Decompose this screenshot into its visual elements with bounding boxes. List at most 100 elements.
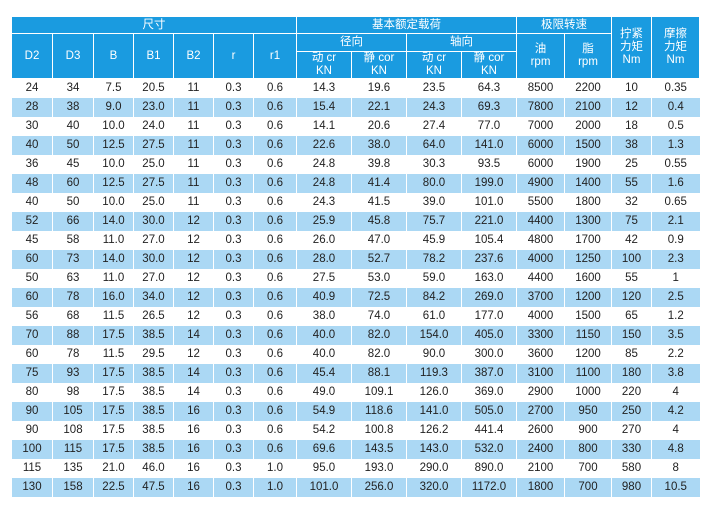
table-cell: 0.6	[253, 174, 297, 193]
table-row: 48 60 12.5 27.5 11 0.3 0.6 24.8 41.4 80.0 199.0 490…	[11, 174, 700, 193]
table-cell: 0.6	[253, 402, 297, 421]
table-row: 80 98 17.5 38.5 14 0.3 0.6 49.0 109.1 126.0 369.0 2…	[11, 383, 700, 402]
table-cell: 0.3	[213, 98, 254, 117]
table-cell: 25	[611, 155, 652, 174]
table-cell: 1250	[564, 250, 612, 269]
table-cell: 42	[611, 231, 652, 250]
table-cell: 17.5	[93, 421, 134, 440]
table-row: 130 158 22.5 47.5 16 0.3 1.0 101.0 256.0 320.0 117…	[11, 478, 700, 497]
table-cell: 11.0	[93, 269, 134, 288]
table-cell: 0.6	[253, 250, 297, 269]
table-cell: 0.35	[651, 78, 700, 98]
table-cell: 16.0	[93, 288, 134, 307]
table-cell: 237.6	[461, 250, 517, 269]
table-cell: 28.0	[296, 250, 352, 269]
header-d3: D3	[52, 33, 94, 79]
table-cell: 78	[52, 288, 94, 307]
table-cell: 60	[11, 345, 53, 364]
table-cell: 30.3	[406, 155, 462, 174]
table-cell: 78	[52, 345, 94, 364]
table-cell: 4400	[516, 212, 565, 231]
table-cell: 0.4	[651, 98, 700, 117]
table-cell: 0.6	[253, 117, 297, 136]
table-cell: 64.3	[461, 78, 517, 98]
table-row: 40 50 12.5 27.5 11 0.3 0.6 22.6 38.0 64.0 141.0 600…	[11, 136, 700, 155]
table-cell: 48	[11, 174, 53, 193]
table-cell: 14.3	[296, 78, 352, 98]
table-cell: 580	[611, 459, 652, 478]
table-cell: 18	[611, 117, 652, 136]
header-oil-label: 油	[534, 43, 547, 55]
table-cell: 40.9	[296, 288, 352, 307]
table-cell: 28	[11, 98, 53, 117]
table-cell: 4400	[516, 269, 565, 288]
table-cell: 17.5	[93, 440, 134, 459]
table-cell: 20.6	[351, 117, 407, 136]
table-cell: 0.65	[651, 193, 700, 212]
header-torque: 拧紧 力矩 Nm	[611, 16, 652, 79]
table-cell: 88.1	[351, 364, 407, 383]
table-row: 60 78 16.0 34.0 12 0.3 0.6 40.9 72.5 84.2 269.0 370…	[11, 288, 700, 307]
table-cell: 1400	[564, 174, 612, 193]
table-cell: 11	[173, 174, 214, 193]
table-cell: 12	[173, 345, 214, 364]
header-oil-unit: rpm	[530, 56, 551, 68]
table-cell: 1500	[564, 307, 612, 326]
table-cell: 12	[173, 250, 214, 269]
table-cell: 77.0	[461, 117, 517, 136]
table-row: 24 34 7.5 20.5 11 0.3 0.6 14.3 19.6 23.5 64.3 8500 2…	[11, 78, 700, 98]
table-cell: 109.1	[351, 383, 407, 402]
table-cell: 69.6	[296, 440, 352, 459]
table-cell: 49.0	[296, 383, 352, 402]
table-cell: 0.3	[213, 440, 254, 459]
table-cell: 290.0	[406, 459, 462, 478]
table-row: 100 115 17.5 38.5 16 0.3 0.6 69.6 143.5 143.0 532.…	[11, 440, 700, 459]
table-cell: 12	[173, 269, 214, 288]
header-axial-dynamic-label: 动 cr	[421, 52, 447, 64]
table-cell: 14	[173, 364, 214, 383]
table-cell: 11	[173, 98, 214, 117]
table-cell: 387.0	[461, 364, 517, 383]
table-cell: 10.0	[93, 193, 134, 212]
bearing-spec-table: 尺寸 基本额定载荷 极限转速 拧紧 力矩 Nm 摩擦 力矩 Nm D2 D3 B…	[11, 16, 700, 497]
table-cell: 143.0	[406, 440, 462, 459]
table-cell: 39.0	[406, 193, 462, 212]
table-cell: 38.0	[296, 307, 352, 326]
header-oil: 油 rpm	[516, 33, 565, 79]
table-cell: 38.0	[351, 136, 407, 155]
table-cell: 40.0	[296, 326, 352, 345]
table-cell: 0.3	[213, 193, 254, 212]
header-grease: 脂 rpm	[564, 33, 612, 79]
table-cell: 80	[11, 383, 53, 402]
table-cell: 1000	[564, 383, 612, 402]
table-cell: 4900	[516, 174, 565, 193]
table-cell: 141.0	[461, 136, 517, 155]
table-cell: 27.0	[133, 269, 174, 288]
table-cell: 1.2	[651, 307, 700, 326]
table-cell: 1500	[564, 136, 612, 155]
table-cell: 25.9	[296, 212, 352, 231]
table-cell: 177.0	[461, 307, 517, 326]
table-row: 60 73 14.0 30.0 12 0.3 0.6 28.0 52.7 78.2 237.6 400…	[11, 250, 700, 269]
table-cell: 101.0	[296, 478, 352, 497]
table-cell: 61.0	[406, 307, 462, 326]
table-cell: 98	[52, 383, 94, 402]
table-cell: 900	[564, 421, 612, 440]
table-cell: 26.5	[133, 307, 174, 326]
header-axial-static-label: 静 cor	[473, 52, 505, 64]
table-cell: 11	[173, 78, 214, 98]
table-cell: 0.3	[213, 78, 254, 98]
table-cell: 101.0	[461, 193, 517, 212]
table-cell: 150	[611, 326, 652, 345]
table-cell: 7800	[516, 98, 565, 117]
table-cell: 3.8	[651, 364, 700, 383]
header-grease-label: 脂	[582, 43, 594, 55]
header-axial-dynamic-unit: KN	[426, 65, 442, 77]
table-cell: 55	[611, 269, 652, 288]
table-cell: 2.5	[651, 288, 700, 307]
table-cell: 0.3	[213, 326, 254, 345]
table-cell: 14	[173, 383, 214, 402]
table-cell: 64.0	[406, 136, 462, 155]
table-cell: 5500	[516, 193, 565, 212]
table-cell: 11.5	[93, 345, 134, 364]
